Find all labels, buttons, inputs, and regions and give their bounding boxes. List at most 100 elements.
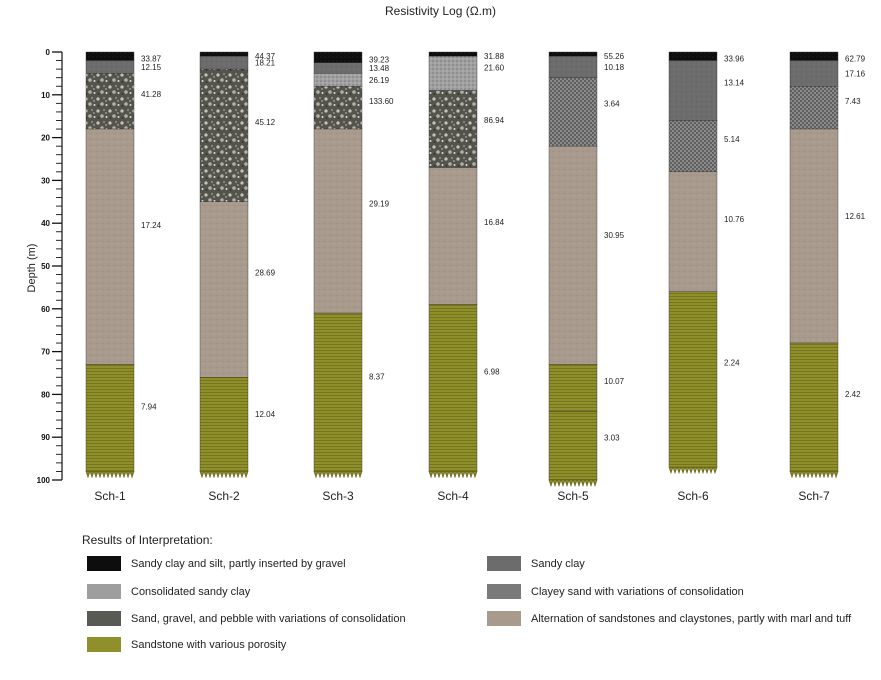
sandstone-swatch (87, 637, 121, 652)
resistivity-label: 44.37 (255, 52, 276, 61)
resistivity-label: 28.69 (255, 269, 276, 278)
layer-alternation (668, 171, 718, 292)
layer-alternation (85, 128, 135, 365)
layer-sandstone (199, 377, 249, 472)
resistivity-label: 10.07 (604, 377, 625, 386)
resistivity-label: 16.84 (484, 218, 505, 227)
layer-sandyclay (313, 62, 363, 74)
silt-swatch (87, 556, 121, 571)
legend-title: Results of Interpretation: (82, 533, 213, 547)
layer-gravel (313, 86, 363, 130)
layer-sandyclay (85, 60, 135, 74)
layer-sandstone (85, 364, 135, 472)
alternation-swatch (487, 611, 521, 626)
layer-gravel (199, 68, 249, 202)
figure-title: Resistivity Log (Ω.m) (385, 4, 496, 18)
layer-sandstone (548, 411, 598, 481)
resistivity-label: 13.48 (369, 64, 390, 73)
layer-clayeysand (668, 120, 718, 173)
layer-silt (668, 51, 718, 61)
resistivity-label: 13.14 (724, 79, 745, 88)
legend-item-clayeysand: Clayey sand with variations of consolida… (487, 584, 867, 599)
legend-item-sandstone: Sandstone with various porosity (87, 637, 467, 652)
layer-alternation (313, 128, 363, 314)
consolidated-swatch (87, 584, 121, 599)
layer-sandyclay (789, 60, 839, 87)
resistivity-label: 17.16 (845, 69, 866, 78)
resistivity-label: 133.60 (369, 97, 394, 106)
resistivity-label: 33.87 (141, 54, 162, 63)
resistivity-label: 31.88 (484, 52, 505, 61)
resistivity-label: 5.14 (724, 135, 740, 144)
column-base-zigzag (668, 466, 718, 475)
legend-label: Sandstone with various porosity (131, 639, 287, 651)
resistivity-label: 7.43 (845, 97, 861, 106)
layer-silt (85, 51, 135, 61)
columns-group: 33.8712.1541.2817.247.94Sch-144.3718.214… (85, 51, 866, 503)
resistivity-label: 45.12 (255, 118, 276, 127)
layer-sandstone (428, 304, 478, 472)
column-label: Sch-5 (557, 489, 589, 503)
layer-clayeysand (789, 86, 839, 130)
column-label: Sch-4 (437, 489, 469, 503)
resistivity-label: 26.19 (369, 76, 390, 85)
legend-label: Alternation of sandstones and claystones… (531, 613, 852, 625)
resistivity-label: 30.95 (604, 231, 625, 240)
resistivity-label: 2.24 (724, 358, 740, 367)
layer-sandyclay (668, 60, 718, 121)
column-base-zigzag (428, 470, 478, 479)
layer-alternation (199, 201, 249, 378)
legend-item-gravel: Sand, gravel, and pebble with variations… (87, 611, 477, 626)
resistivity-label: 3.64 (604, 99, 620, 108)
column-sch-5: 55.26 10.18 3.64 30.95 10.07 3.03 Sch-5 (548, 51, 625, 503)
depth-axis-label: Depth (m) (26, 243, 38, 293)
layer-alternation (428, 167, 478, 305)
sandyclay-swatch (487, 556, 521, 571)
depth-tick-label: 100 (37, 476, 51, 485)
resistivity-label: 12.61 (845, 212, 866, 221)
layer-alternation (789, 128, 839, 344)
resistivity-label: 86.94 (484, 116, 505, 125)
column-base-zigzag (548, 479, 598, 487)
layer-sandstone (313, 312, 363, 472)
resistivity-label: 7.94 (141, 402, 157, 411)
resistivity-label: 12.15 (141, 63, 162, 72)
column-label: Sch-6 (677, 489, 709, 503)
legend-item-consolidated: Consolidated sandy clay (87, 584, 467, 599)
column-sch-4: 31.88 21.60 86.94 16.84 6.98 Sch-4 (428, 51, 505, 503)
legend-label: Sandy clay and silt, partly inserted by … (131, 558, 346, 570)
depth-tick-label: 30 (41, 176, 50, 185)
resistivity-label: 12.04 (255, 410, 276, 419)
column-label: Sch-2 (208, 489, 240, 503)
clayeysand-swatch (487, 584, 521, 599)
depth-tick-label: 0 (46, 48, 51, 57)
legend-item-alternation: Alternation of sandstones and claystones… (487, 611, 867, 626)
layer-sandyclay (548, 56, 598, 78)
column-base-zigzag (199, 470, 249, 479)
column-label: Sch-1 (94, 489, 126, 503)
depth-tick-label: 40 (41, 219, 50, 228)
layer-gravel (428, 90, 478, 168)
depth-tick-label: 10 (41, 91, 50, 100)
legend-item-sandyclay: Sandy clay (487, 556, 867, 571)
resistivity-label: 3.03 (604, 433, 620, 442)
layer-consolidated (313, 73, 363, 87)
depth-tick-label: 50 (41, 262, 50, 271)
gravel-swatch (87, 611, 121, 626)
depth-tick-label: 80 (41, 390, 50, 399)
resistivity-label: 55.26 (604, 52, 625, 61)
column-base-zigzag (789, 470, 839, 479)
column-label: Sch-3 (322, 489, 354, 503)
resistivity-label: 41.28 (141, 90, 162, 99)
layer-sandstone (668, 291, 718, 468)
resistivity-label: 18.21 (255, 59, 276, 68)
depth-tick-label: 90 (41, 433, 50, 442)
layer-silt (789, 51, 839, 61)
layer-gravel (85, 73, 135, 130)
layer-sandyclay (199, 56, 249, 70)
layer-clayeysand (548, 77, 598, 147)
depth-axis: 0 10 20 30 40 50 60 70 80 90 100 (37, 48, 63, 485)
column-sch-6: 33.96 13.14 5.14 10.76 2.24 Sch-6 (668, 51, 745, 503)
